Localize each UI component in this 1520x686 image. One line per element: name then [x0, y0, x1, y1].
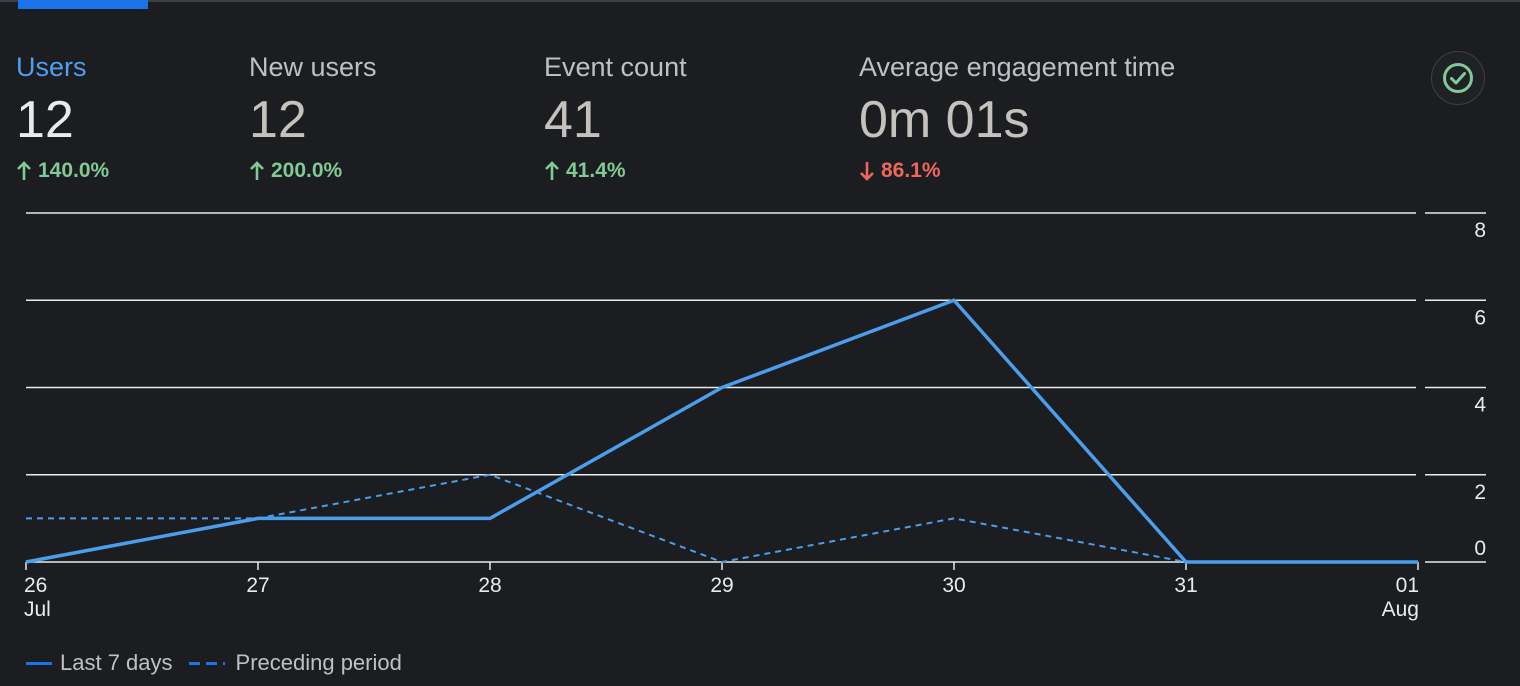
x-tick-sublabel: Aug: [1382, 598, 1419, 621]
chart-legend: Last 7 days Preceding period: [26, 650, 418, 676]
metric-engagement-time-value: 0m 01s: [859, 91, 1030, 149]
legend-item-preceding-period[interactable]: Preceding period: [188, 650, 402, 676]
chart-series: [25, 298, 1418, 564]
arrow-up-icon: [545, 161, 559, 180]
x-tick-label: 30: [942, 574, 965, 597]
legend-label-preceding-period: Preceding period: [235, 650, 402, 675]
x-tick-label: 26: [24, 574, 47, 597]
y-tick-label: 0: [1474, 537, 1486, 560]
legend-dashed-swatch: [188, 661, 225, 665]
metric-new-users-card[interactable]: New users 12 200.0%: [249, 50, 377, 184]
series-line-last-7-days: [25, 298, 1418, 564]
y-tick-label: 2: [1474, 481, 1486, 504]
y-axis-ticks: 0 2 4 6 8: [1474, 219, 1486, 560]
metric-new-users-value: 12: [249, 91, 307, 149]
series-line-preceding-period: [26, 473, 1187, 563]
y-tick-label: 8: [1474, 219, 1486, 242]
metric-engagement-time-change-text: 86.1%: [881, 159, 941, 182]
arrow-up-icon: [17, 161, 31, 180]
metric-users-card[interactable]: Users 12 140.0%: [16, 50, 109, 184]
legend-solid-swatch: [26, 661, 52, 665]
top-divider: [0, 0, 1520, 2]
y-tick-label: 6: [1474, 306, 1486, 329]
arrow-down-icon: [860, 162, 874, 181]
metric-new-users-change-text: 200.0%: [271, 159, 343, 182]
metric-new-users-change: 200.0%: [249, 158, 377, 184]
x-tick-label: 01: [1396, 574, 1419, 597]
metric-users-value: 12: [16, 91, 74, 149]
metric-event-count-change: 41.4%: [544, 158, 687, 184]
metric-new-users-label: New users: [249, 52, 377, 82]
metric-users-change: 140.0%: [16, 158, 109, 184]
check-status-button[interactable]: [1431, 51, 1485, 105]
active-tab-indicator: [18, 0, 148, 9]
arrow-up-icon: [250, 161, 264, 180]
x-tick-label: 29: [710, 574, 733, 597]
legend-item-last-7-days[interactable]: Last 7 days: [26, 650, 173, 676]
x-tick-label: 28: [478, 574, 501, 597]
metric-event-count-label: Event count: [544, 52, 687, 82]
y-tick-label: 4: [1474, 394, 1486, 417]
metric-engagement-time-change: 86.1%: [859, 158, 1175, 184]
x-tick-sublabel: Jul: [24, 598, 51, 621]
x-tick-label: 31: [1174, 574, 1197, 597]
metric-users-change-text: 140.0%: [38, 159, 110, 182]
metric-engagement-time-label: Average engagement time: [859, 52, 1176, 82]
metric-event-count-change-text: 41.4%: [566, 159, 626, 182]
metric-engagement-time-card[interactable]: Average engagement time 0m 01s 86.1%: [859, 50, 1175, 184]
metric-event-count-card[interactable]: Event count 41 41.4%: [544, 50, 687, 184]
legend-label-last-7-days: Last 7 days: [60, 650, 173, 675]
chart-grid: [26, 212, 1486, 563]
metric-event-count-value: 41: [544, 91, 602, 149]
check-circle-icon: [1443, 63, 1473, 93]
x-tick-label: 27: [246, 574, 269, 597]
metric-users-label: Users: [16, 52, 87, 82]
